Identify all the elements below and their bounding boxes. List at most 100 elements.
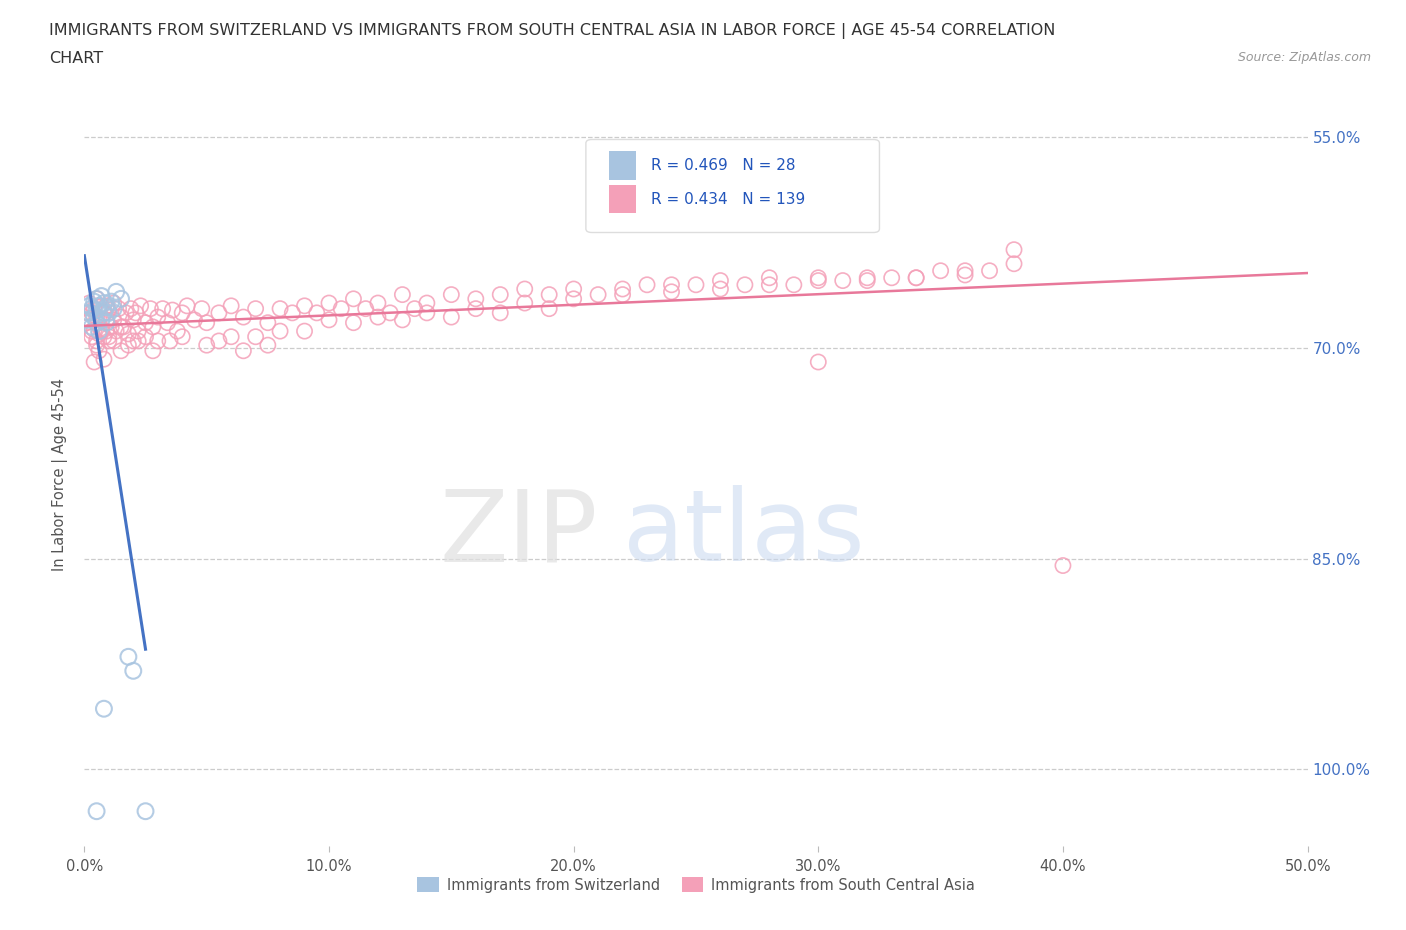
Point [93,701,115,716]
Point [112,320,135,335]
Text: R = 0.469   N = 28: R = 0.469 N = 28 [651,158,796,173]
Point [110,291,132,306]
Point [83,323,105,338]
Point [367,310,389,325]
Point [115,305,138,320]
Point [489,305,512,320]
Point [76,312,98,327]
Text: IMMIGRANTS FROM SWITZERLAND VS IMMIGRANTS FROM SOUTH CENTRAL ASIA IN LABOR FORCE: IMMIGRANTS FROM SWITZERLAND VS IMMIGRANT… [49,23,1056,39]
Point [127,324,149,339]
Point [159,334,181,349]
Point [87,299,110,314]
Point [86,338,108,352]
Point [538,287,561,302]
Text: R = 0.434   N = 139: R = 0.434 N = 139 [651,192,806,206]
Point [90,324,112,339]
Point [953,263,976,278]
Point [83,310,105,325]
Point [856,271,879,286]
Legend: Immigrants from Switzerland, Immigrants from South Central Asia: Immigrants from Switzerland, Immigrants … [412,871,980,898]
Point [562,282,585,297]
Point [127,334,149,349]
Point [86,291,108,306]
Point [354,301,377,316]
Point [416,296,439,311]
Point [489,287,512,302]
Point [93,296,115,311]
Point [76,305,98,320]
Point [636,277,658,292]
Point [96,299,118,313]
Point [97,305,120,320]
Point [269,324,291,339]
Point [110,343,132,358]
Point [80,324,103,339]
Point [880,271,903,286]
Point [97,334,120,349]
Y-axis label: In Labor Force | Age 45-54: In Labor Force | Age 45-54 [52,378,69,571]
FancyBboxPatch shape [609,152,636,179]
Point [513,282,536,297]
Point [661,285,683,299]
Point [86,804,108,818]
Point [219,329,242,344]
Point [404,301,426,316]
Point [612,282,634,297]
Point [96,324,118,339]
Point [661,277,683,292]
Point [929,263,952,278]
Point [110,310,132,325]
Point [294,299,316,313]
Point [305,305,328,320]
Point [245,329,267,344]
Point [294,324,316,339]
Point [807,273,830,288]
Point [77,296,100,311]
Point [139,301,162,316]
Point [734,277,756,292]
Point [391,287,413,302]
Point [156,315,179,330]
Point [103,296,125,311]
Point [107,301,129,316]
Point [758,277,780,292]
Point [953,268,976,283]
Point [96,315,118,330]
Point [195,315,218,330]
Point [135,804,157,818]
Point [318,296,340,311]
Point [191,301,214,316]
Point [93,305,115,320]
Point [135,315,157,330]
Point [1002,257,1025,272]
Point [86,310,108,325]
Point [269,301,291,316]
Point [440,310,463,325]
Point [330,301,353,316]
Point [612,287,634,302]
Point [97,302,120,317]
Point [125,305,148,320]
Point [709,273,731,288]
Point [807,271,830,286]
Point [416,305,439,320]
Point [232,310,254,325]
Point [146,334,169,349]
Point [807,354,830,369]
FancyBboxPatch shape [586,140,880,232]
Point [87,324,110,339]
Point [464,291,486,306]
Point [100,320,122,335]
Point [257,338,280,352]
Point [110,320,132,335]
Point [86,291,108,306]
Point [122,663,145,678]
Point [120,301,142,316]
Point [1052,558,1074,573]
Point [96,299,118,314]
Point [685,277,707,292]
Point [135,329,157,344]
Text: ZIP: ZIP [440,485,598,582]
Point [80,305,103,320]
Point [318,312,340,327]
